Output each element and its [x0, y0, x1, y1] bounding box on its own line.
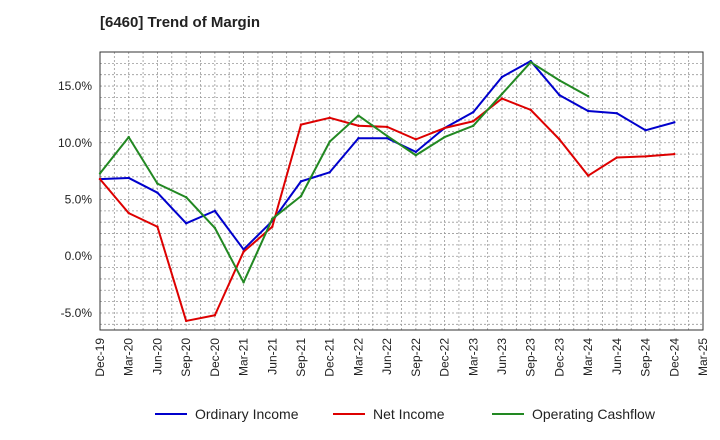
- data-point-ordinary-income: [299, 180, 303, 183]
- x-tick-label: Mar-23: [466, 338, 480, 376]
- x-tick-label: Dec-24: [667, 338, 681, 377]
- x-tick-label: Jun-23: [495, 338, 509, 375]
- data-point-net-income: [529, 108, 532, 112]
- data-point-operating-cashflow: [414, 154, 418, 157]
- data-point-operating-cashflow: [443, 135, 446, 139]
- x-tick-label: Jun-22: [380, 338, 394, 375]
- legend-label-ordinary-income: Ordinary Income: [195, 406, 299, 422]
- data-point-net-income: [443, 126, 446, 130]
- data-point-ordinary-income: [184, 222, 188, 225]
- data-point-net-income: [558, 138, 561, 141]
- data-point-net-income: [328, 116, 331, 120]
- data-point-operating-cashflow: [98, 172, 102, 175]
- data-point-net-income: [299, 123, 303, 126]
- data-point-net-income: [184, 319, 188, 323]
- plot-area: [100, 52, 703, 330]
- data-point-operating-cashflow: [529, 61, 532, 64]
- x-tick-label: Mar-24: [581, 338, 595, 376]
- legend-label-operating-cashflow: Operating Cashflow: [532, 406, 656, 422]
- series-line-operating-cashflow: [99, 61, 590, 284]
- data-point-operating-cashflow: [357, 114, 360, 117]
- data-point-net-income: [673, 152, 676, 156]
- legend-item-operating-cashflow: Operating Cashflow: [492, 406, 656, 422]
- chart-title: [6460] Trend of Margin: [100, 14, 261, 31]
- x-tick-label: Jun-21: [265, 338, 279, 375]
- legend-item-net-income: Net Income: [333, 406, 445, 422]
- data-point-operating-cashflow: [127, 135, 130, 139]
- data-point-ordinary-income: [500, 75, 504, 79]
- x-tick-label: Dec-20: [208, 338, 222, 377]
- data-point-ordinary-income: [558, 93, 561, 97]
- data-point-ordinary-income: [328, 171, 331, 174]
- x-tick-label: Sep-22: [409, 338, 423, 377]
- x-tick-label: Mar-22: [351, 338, 365, 376]
- data-point-operating-cashflow: [385, 134, 389, 138]
- data-point-ordinary-income: [414, 150, 418, 154]
- y-tick-label: 5.0%: [65, 193, 93, 207]
- y-tick-label: 0.0%: [65, 249, 93, 263]
- data-point-ordinary-income: [586, 109, 590, 113]
- data-point-net-income: [500, 97, 504, 100]
- data-point-ordinary-income: [673, 121, 676, 124]
- data-point-operating-cashflow: [213, 226, 217, 230]
- data-point-operating-cashflow: [328, 140, 331, 143]
- data-point-net-income: [644, 155, 647, 158]
- data-point-operating-cashflow: [586, 95, 590, 98]
- x-tick-label: Mar-25: [696, 338, 710, 376]
- data-point-ordinary-income: [385, 137, 389, 140]
- series-net-income: [98, 97, 676, 323]
- data-point-operating-cashflow: [299, 194, 303, 198]
- data-point-net-income: [242, 250, 245, 253]
- plot-frame: [99, 51, 704, 331]
- x-tick-label: Jun-24: [610, 338, 624, 375]
- data-point-operating-cashflow: [500, 92, 504, 96]
- x-tick-label: Mar-20: [122, 338, 136, 376]
- y-tick-label: 15.0%: [58, 79, 92, 93]
- data-point-ordinary-income: [127, 176, 130, 180]
- x-tick-label: Dec-22: [438, 338, 452, 377]
- data-point-net-income: [414, 138, 418, 141]
- data-point-net-income: [156, 225, 159, 228]
- x-tick-label: Sep-23: [524, 338, 538, 377]
- x-tick-label: Sep-20: [179, 338, 193, 377]
- data-point-net-income: [357, 124, 360, 127]
- data-point-net-income: [98, 177, 102, 181]
- data-point-net-income: [271, 225, 274, 228]
- x-tick-label: Sep-21: [294, 338, 308, 377]
- legend-item-ordinary-income: Ordinary Income: [155, 406, 299, 422]
- data-point-net-income: [213, 314, 217, 317]
- data-point-net-income: [385, 125, 389, 129]
- x-tick-label: Jun-20: [150, 338, 164, 375]
- data-point-ordinary-income: [615, 112, 619, 115]
- data-point-net-income: [615, 156, 619, 159]
- data-point-operating-cashflow: [242, 281, 245, 284]
- data-point-ordinary-income: [213, 209, 217, 213]
- data-point-ordinary-income: [156, 191, 159, 194]
- data-point-operating-cashflow: [558, 79, 561, 82]
- x-tick-label: Dec-21: [323, 338, 337, 377]
- x-tick-label: Dec-23: [552, 338, 566, 377]
- data-point-ordinary-income: [644, 129, 647, 132]
- data-point-net-income: [472, 120, 475, 123]
- x-tick-label: Mar-21: [237, 338, 251, 376]
- x-tick-label: Sep-24: [639, 338, 653, 377]
- data-point-net-income: [127, 211, 130, 215]
- data-point-net-income: [586, 174, 590, 177]
- x-tick-label: Dec-19: [93, 338, 107, 377]
- data-point-operating-cashflow: [472, 124, 475, 127]
- series-operating-cashflow: [98, 61, 590, 284]
- data-point-operating-cashflow: [271, 217, 274, 220]
- data-point-operating-cashflow: [184, 196, 188, 199]
- data-point-ordinary-income: [357, 137, 360, 140]
- data-point-operating-cashflow: [156, 182, 159, 185]
- legend-label-net-income: Net Income: [373, 406, 445, 422]
- y-tick-label: 10.0%: [58, 136, 92, 150]
- data-point-ordinary-income: [472, 110, 475, 114]
- y-tick-label: -5.0%: [61, 306, 93, 320]
